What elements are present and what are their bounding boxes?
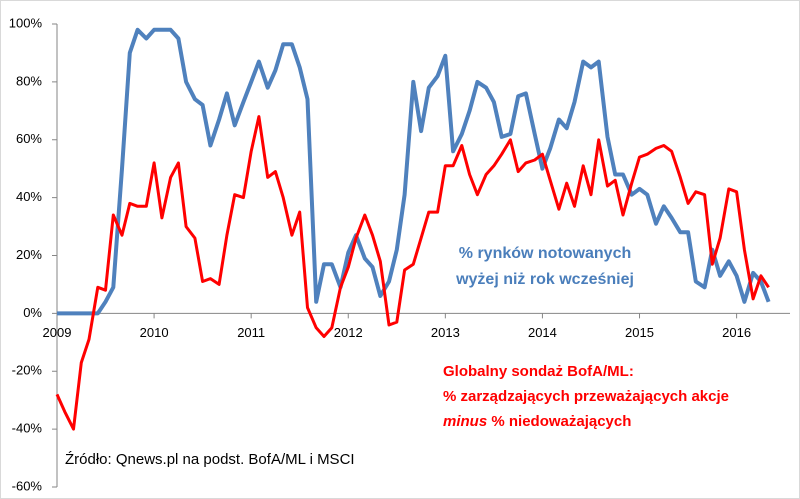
annotation: wyżej niż rok wcześniej (455, 271, 634, 288)
y-tick-label: 60% (16, 131, 42, 146)
y-tick-label: 20% (16, 247, 42, 262)
y-tick-label: 40% (16, 189, 42, 204)
y-tick-label: 0% (23, 305, 42, 320)
x-tick-label: 2009 (43, 325, 72, 340)
y-tick-label: -20% (12, 363, 43, 378)
annotation-part: minus (443, 413, 487, 430)
annotation: minus % niedoważających (443, 413, 631, 430)
data-line (57, 27, 771, 316)
x-tick-label: 2010 (140, 325, 169, 340)
x-tick-label: 2016 (722, 325, 751, 340)
data-line (55, 115, 770, 431)
y-tick-label: 80% (16, 73, 42, 88)
annotation: % zarządzających przeważających akcje (443, 388, 729, 405)
x-tick-label: 2011 (237, 325, 265, 340)
x-tick-label: 2015 (625, 325, 654, 340)
x-tick-label: 2014 (528, 325, 557, 340)
annotation: Globalny sondaż BofA/ML: (443, 363, 634, 380)
annotation-part: % niedoważających (487, 413, 631, 430)
y-tick-label: -60% (12, 478, 43, 493)
y-tick-label: -40% (12, 421, 43, 436)
x-tick-label: 2013 (431, 325, 460, 340)
source-note: Źródło: Qnews.pl na podst. BofA/ML i MSC… (65, 451, 355, 468)
annotation: % rynków notowanych (459, 245, 631, 262)
y-tick-label: 100% (9, 15, 43, 30)
x-tick-label: 2012 (334, 325, 363, 340)
